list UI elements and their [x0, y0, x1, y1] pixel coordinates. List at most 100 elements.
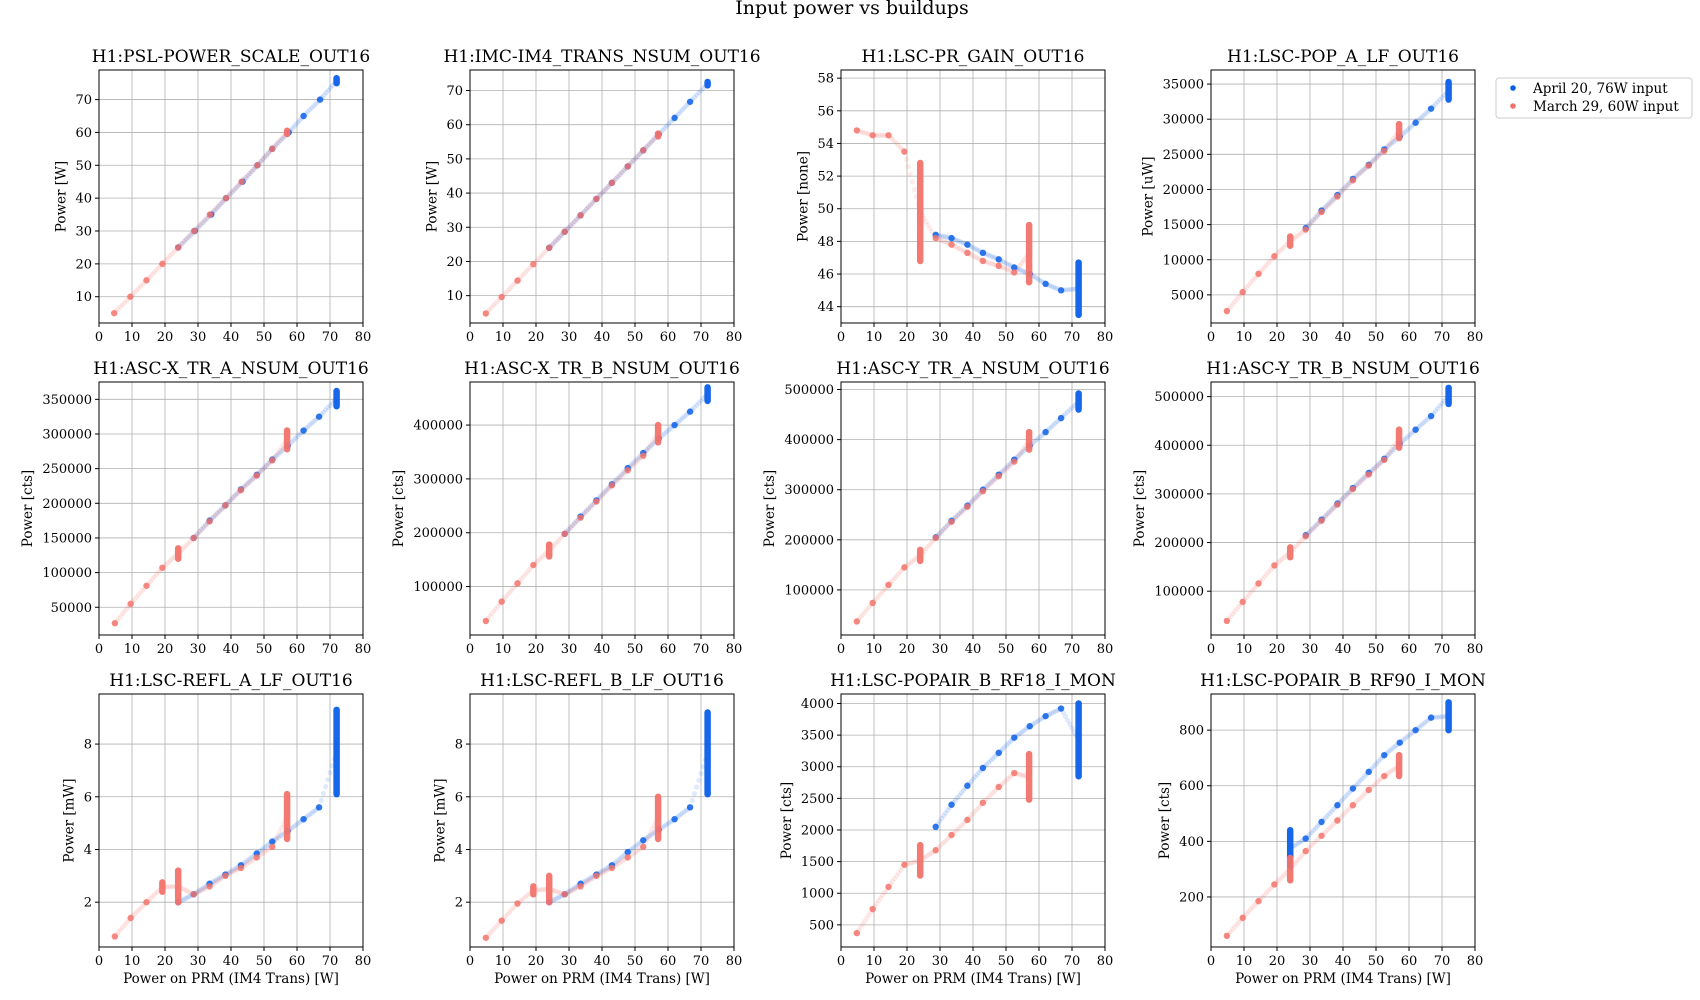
transition-point: [929, 228, 935, 235]
march-point: [932, 847, 939, 854]
transition-point: [943, 234, 949, 240]
transition-point: [976, 804, 982, 810]
transition-point: [893, 573, 900, 579]
transition-point: [197, 887, 203, 893]
transition-point: [694, 402, 700, 408]
transition-point: [493, 606, 499, 612]
transition-point: [202, 522, 209, 529]
transition-point: [1052, 708, 1058, 714]
transition-point: [937, 531, 943, 537]
transition-point: [1277, 247, 1283, 254]
transition-point: [1048, 424, 1055, 430]
transition-point: [681, 105, 687, 111]
y-tick-label: 200000: [413, 526, 463, 541]
march-point: [222, 502, 229, 509]
transition-point: [265, 461, 271, 467]
transition-point: [679, 415, 685, 421]
transition-point: [136, 592, 142, 598]
transition-point: [648, 139, 654, 145]
march-point: [190, 227, 198, 235]
transition-point: [568, 524, 574, 530]
x-tick-label: 10: [124, 642, 141, 657]
transition-point: [937, 843, 943, 850]
transition-point: [603, 186, 609, 192]
march-point: [1271, 253, 1278, 260]
transition-point: [134, 909, 140, 915]
transition-point: [925, 852, 931, 858]
transition-point: [944, 836, 951, 842]
panel: 0 10 20 30 40 50 60 70 80 5000 10000 15000 20000 2500…: [1141, 47, 1484, 345]
transition-point: [1251, 902, 1258, 908]
transition-point: [536, 556, 542, 563]
transition-point: [131, 290, 137, 296]
transition-point: [310, 809, 316, 815]
transition-point: [137, 905, 144, 911]
transition-point: [974, 772, 980, 778]
transition-point: [1405, 434, 1411, 440]
transition-point: [1356, 479, 1362, 486]
transition-point: [1377, 756, 1383, 762]
transition-point: [244, 172, 251, 179]
transition-point: [121, 300, 127, 306]
transition-point: [133, 287, 140, 294]
transition-point: [147, 273, 154, 279]
transition-point: [646, 445, 652, 451]
march-point: [995, 472, 1002, 480]
transition-point: [227, 191, 233, 197]
panel: 0 10 20 30 40 50 60 70 80 50000 100000 150000 200000…: [20, 359, 371, 657]
transition-point: [536, 887, 542, 893]
transition-point: [1017, 262, 1023, 268]
transition-point: [649, 439, 656, 445]
transition-point: [187, 539, 193, 545]
transition-point: [149, 576, 156, 582]
transition-point: [605, 184, 611, 190]
transition-point: [956, 824, 963, 831]
transition-point: [587, 202, 594, 208]
y-tick-label: 200000: [784, 533, 834, 548]
march-point: [1011, 269, 1018, 276]
y-tick-label: 500000: [784, 383, 834, 398]
transition-point: [1391, 744, 1397, 750]
march-point: [964, 249, 971, 257]
transition-point: [216, 875, 223, 881]
transition-point: [1281, 244, 1287, 250]
y-tick-label: 100000: [413, 580, 463, 595]
y-tick-label: 20000: [1163, 183, 1204, 198]
march-point: [1381, 147, 1388, 155]
transition-point: [1050, 709, 1056, 715]
y-tick-label: 8: [84, 738, 92, 753]
transition-point: [508, 284, 515, 290]
transition-point: [306, 422, 313, 428]
transition-point: [1033, 437, 1039, 444]
transition-point: [1311, 840, 1317, 847]
march-point: [1318, 208, 1325, 216]
transition-point: [958, 239, 965, 245]
april-point: [932, 823, 939, 831]
transition-point: [518, 897, 525, 903]
transition-point: [217, 201, 223, 207]
transition-point: [603, 487, 609, 493]
transition-point: [1324, 827, 1331, 833]
transition-point: [941, 813, 947, 819]
transition-point: [1373, 760, 1380, 767]
march-point: [514, 277, 521, 284]
march-point: [885, 883, 892, 891]
transition-point: [232, 493, 238, 499]
transition-point: [1420, 721, 1426, 727]
transition-point: [1338, 814, 1344, 820]
transition-point: [629, 159, 635, 165]
transition-point: [167, 253, 173, 259]
transition-point: [646, 141, 652, 148]
x-tick-label: 40: [594, 330, 611, 345]
y-axis-label: Power [W]: [53, 161, 69, 232]
transition-point: [289, 439, 295, 445]
transition-point: [275, 832, 281, 839]
transition-point: [1407, 125, 1413, 131]
march-point: [1349, 485, 1357, 493]
transition-point: [1360, 167, 1366, 173]
transition-point: [1309, 829, 1315, 835]
transition-point: [1069, 725, 1075, 731]
transition-point: [1314, 521, 1321, 528]
transition-point: [681, 414, 687, 420]
